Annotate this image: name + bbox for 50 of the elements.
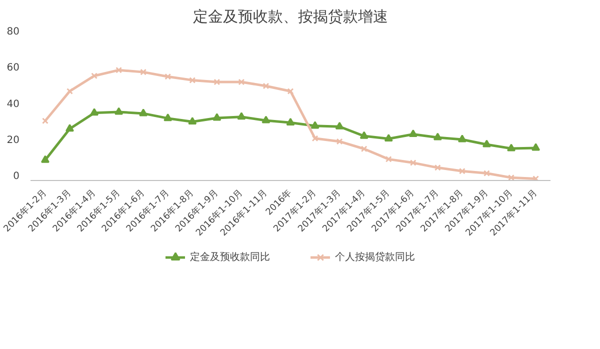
point <box>212 113 222 121</box>
point <box>385 156 392 162</box>
point <box>312 135 318 142</box>
point <box>42 118 48 124</box>
y-tick-label: 0 <box>13 171 20 182</box>
point <box>287 88 294 94</box>
point <box>384 134 393 142</box>
legend-label: 定金及预收款同比 <box>190 250 270 264</box>
y-tick-label: 20 <box>6 134 20 146</box>
point <box>335 122 344 130</box>
point <box>116 66 122 74</box>
y-tick-label: 40 <box>6 98 20 110</box>
point <box>532 175 540 180</box>
point <box>458 168 466 174</box>
point <box>507 144 516 152</box>
point <box>91 72 98 80</box>
point <box>40 155 50 163</box>
point <box>408 129 418 138</box>
point <box>262 82 270 90</box>
point <box>114 107 124 115</box>
point <box>336 138 343 145</box>
point <box>189 76 196 84</box>
point <box>360 146 368 152</box>
point <box>410 160 416 166</box>
point <box>458 134 466 142</box>
legend-label: 个人按揭贷款同比 <box>335 250 415 264</box>
chart-title: 定金及预收款、按揭贷款增速 <box>193 8 388 26</box>
point <box>66 88 73 94</box>
point <box>90 108 99 116</box>
point <box>360 131 368 139</box>
point <box>484 170 490 176</box>
point <box>508 174 514 180</box>
point <box>65 124 74 132</box>
point <box>139 108 148 116</box>
point <box>164 114 172 122</box>
point <box>140 68 147 76</box>
point <box>532 143 540 151</box>
point <box>482 140 491 148</box>
y-tick-label: 60 <box>6 62 20 74</box>
point <box>433 132 442 140</box>
point <box>214 78 220 86</box>
point <box>310 121 320 129</box>
point <box>262 116 270 124</box>
point <box>188 116 197 125</box>
point <box>434 164 441 171</box>
point <box>237 112 246 120</box>
point <box>238 78 245 86</box>
point <box>164 73 172 80</box>
y-tick-label: 80 <box>6 26 20 38</box>
point <box>286 118 295 126</box>
